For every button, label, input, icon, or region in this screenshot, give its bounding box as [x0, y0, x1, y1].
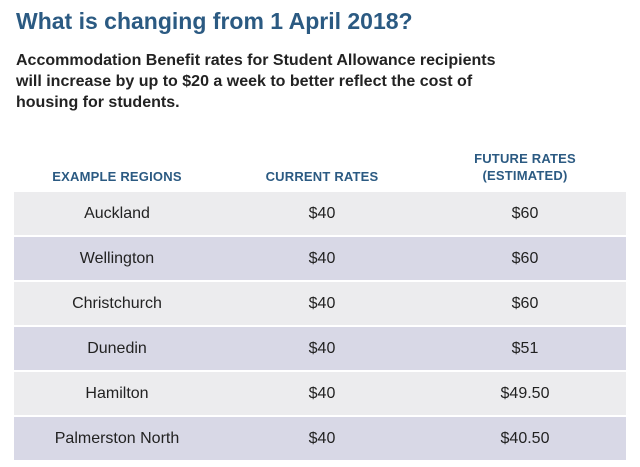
header-future-rates-line: (ESTIMATED) — [482, 168, 568, 183]
intro-line: will increase by up to $20 a week to bet… — [16, 73, 473, 90]
region-cell: Wellington — [79, 250, 155, 267]
table-row: Wellington $40 $60 — [14, 237, 626, 280]
current-rate-cell: $40 — [308, 250, 336, 267]
future-rate-cell: $60 — [511, 295, 539, 312]
intro-paragraph: Accommodation Benefit rates for Student … — [16, 50, 616, 113]
current-rate-cell: $40 — [308, 385, 336, 402]
header-future-rates: FUTURE RATES (ESTIMATED) — [424, 150, 626, 184]
header-example-regions: EXAMPLE REGIONS — [52, 169, 182, 184]
future-rate-cell: $49.50 — [500, 385, 550, 402]
region-cell: Auckland — [84, 205, 150, 222]
current-rate-cell: $40 — [308, 340, 336, 357]
intro-line: Accommodation Benefit rates for Student … — [16, 52, 496, 69]
page-title: What is changing from 1 April 2018? — [16, 8, 413, 34]
rates-table: EXAMPLE REGIONS CURRENT RATES FUTURE RAT… — [14, 148, 626, 460]
table-row: Christchurch $40 $60 — [14, 282, 626, 325]
region-cell: Palmerston North — [54, 430, 180, 447]
current-rate-cell: $40 — [308, 430, 336, 447]
future-rate-cell: $40.50 — [500, 430, 550, 447]
region-cell: Hamilton — [85, 385, 149, 402]
header-current-rates: CURRENT RATES — [265, 169, 379, 184]
table-header: EXAMPLE REGIONS CURRENT RATES FUTURE RAT… — [14, 148, 626, 190]
intro-line: housing for students. — [16, 94, 180, 111]
region-cell: Dunedin — [87, 340, 147, 357]
table-row: Dunedin $40 $51 — [14, 327, 626, 370]
table-row: Hamilton $40 $49.50 — [14, 372, 626, 415]
table-row: Palmerston North $40 $40.50 — [14, 417, 626, 460]
future-rate-cell: $60 — [511, 205, 539, 222]
table-row: Auckland $40 $60 — [14, 192, 626, 235]
current-rate-cell: $40 — [308, 205, 336, 222]
current-rate-cell: $40 — [308, 295, 336, 312]
region-cell: Christchurch — [72, 295, 162, 312]
future-rate-cell: $51 — [511, 340, 539, 357]
header-future-rates-line: FUTURE RATES — [474, 151, 576, 166]
future-rate-cell: $60 — [511, 250, 539, 267]
